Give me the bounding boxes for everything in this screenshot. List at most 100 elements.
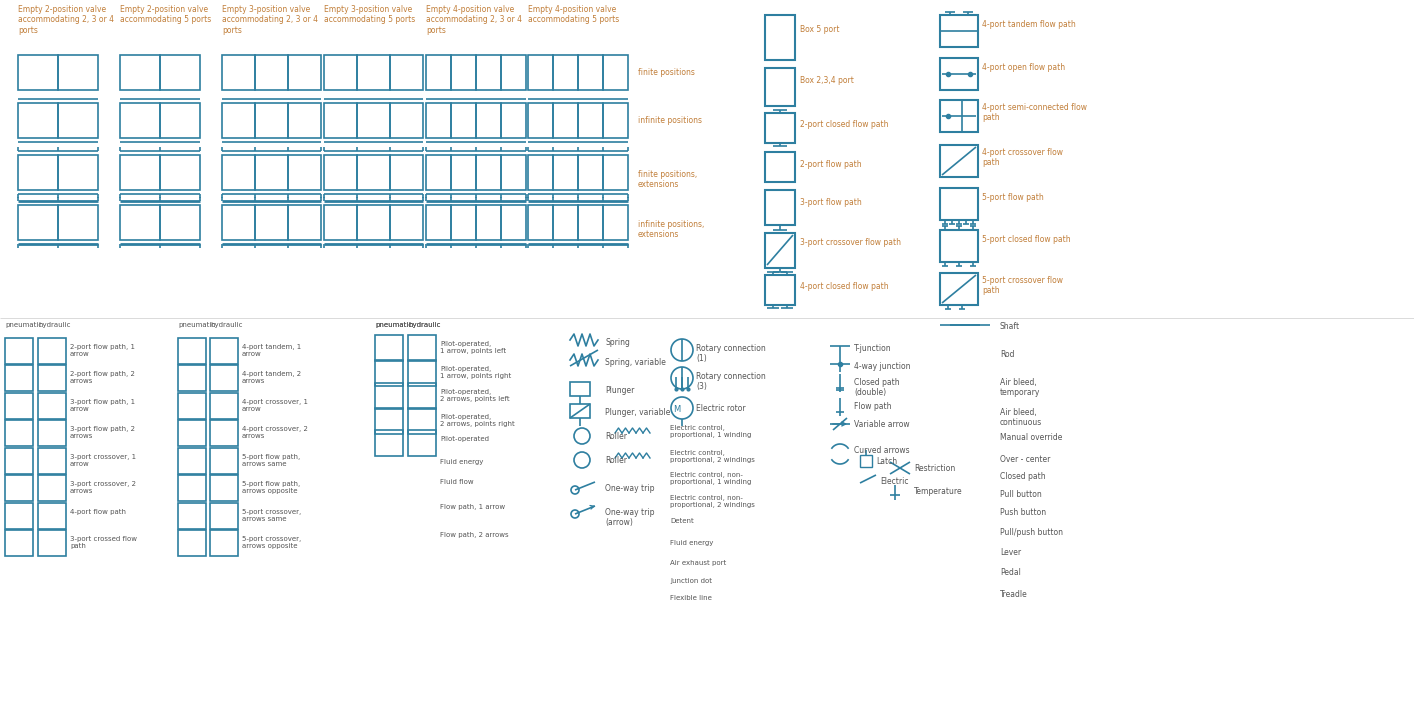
Text: 4-port open flow path: 4-port open flow path	[981, 63, 1065, 72]
Bar	[222, 155, 255, 190]
Bar	[860, 455, 872, 467]
Text: Fluid flow: Fluid flow	[440, 479, 474, 485]
Text: Plunger: Plunger	[605, 386, 635, 395]
Text: Empty 4-position valve
accommodating 5 ports: Empty 4-position valve accommodating 5 p…	[527, 5, 619, 25]
Text: Air bleed,
temporary: Air bleed, temporary	[1000, 378, 1041, 397]
Text: pneumatic: pneumatic	[375, 322, 413, 328]
Text: Spring, variable: Spring, variable	[605, 358, 666, 367]
Bar	[553, 205, 578, 240]
Bar	[160, 103, 199, 138]
Bar	[765, 68, 795, 106]
Text: T-junction: T-junction	[854, 344, 892, 353]
Bar	[222, 205, 255, 240]
Bar	[211, 530, 238, 556]
Bar	[6, 530, 33, 556]
Text: Flow path, 2 arrows: Flow path, 2 arrows	[440, 532, 509, 538]
Bar	[288, 103, 321, 138]
Text: 4-way junction: 4-way junction	[854, 362, 911, 371]
Bar	[553, 155, 578, 190]
Bar	[58, 205, 98, 240]
Bar	[120, 55, 160, 90]
Text: 5-port flow path,
arrows opposite: 5-port flow path, arrows opposite	[242, 481, 300, 494]
Text: Spring: Spring	[605, 338, 629, 347]
Bar	[553, 55, 578, 90]
Bar	[178, 393, 206, 419]
Bar	[501, 205, 526, 240]
Bar	[178, 338, 206, 364]
Bar	[578, 55, 602, 90]
Text: 2-port flow path: 2-port flow path	[800, 160, 861, 169]
Text: 4-port closed flow path: 4-port closed flow path	[800, 282, 888, 291]
Text: Electric control, non-
proportional, 1 winding: Electric control, non- proportional, 1 w…	[670, 472, 751, 485]
Text: Rotary connection
(1): Rotary connection (1)	[696, 344, 766, 364]
Bar	[6, 475, 33, 501]
Bar	[765, 233, 795, 268]
Bar	[6, 420, 33, 446]
Text: Restriction: Restriction	[913, 464, 956, 473]
Bar	[390, 155, 423, 190]
Bar	[409, 430, 436, 456]
Bar	[426, 55, 451, 90]
Text: Manual override: Manual override	[1000, 433, 1062, 442]
Text: infinite positions,
extensions: infinite positions, extensions	[638, 220, 704, 239]
Bar	[222, 103, 255, 138]
Bar	[120, 205, 160, 240]
Bar	[211, 420, 238, 446]
Bar	[570, 404, 590, 418]
Text: Flow path: Flow path	[854, 402, 891, 411]
Bar	[324, 205, 356, 240]
Text: Empty 3-position valve
accommodating 5 ports: Empty 3-position valve accommodating 5 p…	[324, 5, 416, 25]
Text: Plunger, variable: Plunger, variable	[605, 408, 670, 417]
Bar	[356, 55, 390, 90]
Text: Shaft: Shaft	[1000, 322, 1019, 331]
Text: Detent: Detent	[670, 518, 694, 524]
Bar	[426, 103, 451, 138]
Text: Lever: Lever	[1000, 548, 1021, 557]
Bar	[578, 205, 602, 240]
Bar	[765, 15, 795, 60]
Text: Pull button: Pull button	[1000, 490, 1042, 499]
Text: 4-port semi-connected flow
path: 4-port semi-connected flow path	[981, 103, 1087, 122]
Bar	[255, 155, 288, 190]
Bar	[501, 155, 526, 190]
Bar	[255, 55, 288, 90]
Text: 5-port crossover flow
path: 5-port crossover flow path	[981, 276, 1063, 295]
Bar	[38, 365, 66, 391]
Text: M: M	[673, 405, 680, 414]
Text: One-way trip: One-way trip	[605, 484, 655, 493]
Bar	[375, 383, 403, 409]
Text: 4-port crossover flow
path: 4-port crossover flow path	[981, 148, 1063, 167]
Text: Box 5 port: Box 5 port	[800, 25, 840, 34]
Text: Push button: Push button	[1000, 508, 1046, 517]
Bar	[18, 103, 58, 138]
Bar	[288, 155, 321, 190]
Bar	[38, 448, 66, 474]
Bar	[18, 55, 58, 90]
Bar	[356, 205, 390, 240]
Text: Empty 2-position valve
accommodating 2, 3 or 4
ports: Empty 2-position valve accommodating 2, …	[18, 5, 115, 35]
Bar	[451, 103, 477, 138]
Bar	[426, 155, 451, 190]
Bar	[409, 335, 436, 361]
Text: Flexible line: Flexible line	[670, 595, 711, 601]
Text: Curved arrows: Curved arrows	[854, 446, 909, 455]
Text: 4-port tandem, 1
arrow: 4-port tandem, 1 arrow	[242, 344, 301, 357]
Bar	[356, 155, 390, 190]
Bar	[375, 430, 403, 456]
Bar	[527, 155, 553, 190]
Bar	[18, 155, 58, 190]
Bar	[178, 365, 206, 391]
Bar	[324, 103, 356, 138]
Bar	[765, 190, 795, 225]
Bar	[356, 103, 390, 138]
Bar	[288, 55, 321, 90]
Text: 3-port flow path: 3-port flow path	[800, 198, 861, 207]
Bar	[38, 530, 66, 556]
Text: pneumatic: pneumatic	[375, 322, 413, 328]
Bar	[255, 103, 288, 138]
Text: 4-port crossover, 1
arrow: 4-port crossover, 1 arrow	[242, 399, 308, 412]
Text: hydraulic: hydraulic	[409, 322, 441, 328]
Bar	[38, 503, 66, 529]
Bar	[477, 155, 501, 190]
Bar	[390, 55, 423, 90]
